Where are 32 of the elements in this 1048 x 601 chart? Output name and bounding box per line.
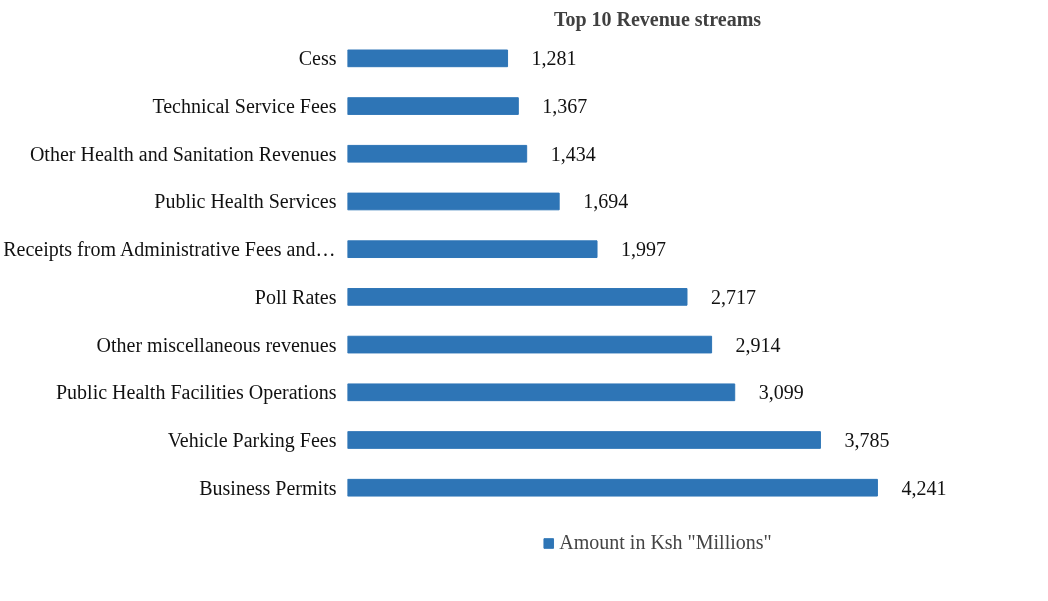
bar: [347, 49, 509, 68]
data-label: 1,694: [583, 190, 629, 213]
bar: [347, 97, 519, 115]
data-label: 1,997: [621, 238, 667, 261]
bar: [347, 335, 713, 354]
y-tick-label: Cess: [298, 47, 337, 70]
data-label: 4,241: [901, 476, 947, 499]
y-tick-label: Other Health and Sanitation Revenues: [29, 142, 337, 165]
data-label: 2,914: [735, 333, 781, 356]
bar: [347, 240, 598, 259]
data-label: 3,099: [758, 381, 804, 404]
bar: [347, 478, 878, 497]
y-tick-label: Vehicle Parking Fees: [167, 429, 337, 452]
data-label: 3,785: [844, 429, 890, 451]
data-label: 1,367: [542, 95, 588, 118]
y-tick-label: Public Health Facilities Operations: [56, 381, 337, 405]
data-label: 1,281: [531, 47, 577, 70]
bar: [347, 383, 736, 402]
bar: [347, 431, 821, 449]
y-tick-label: Poll Rates: [254, 285, 337, 308]
bar: [347, 192, 560, 211]
data-label: 1,434: [550, 142, 596, 165]
y-tick-label: Receipts from Administrative Fees and…: [3, 238, 336, 262]
legend-label: Amount in Ksh "Millions": [559, 531, 772, 554]
y-tick-label: Business Permits: [199, 476, 337, 499]
bar: [347, 144, 528, 163]
y-tick-label: Technical Service Fees: [152, 95, 337, 118]
chart-title: Top 10 Revenue streams: [553, 7, 762, 31]
y-tick-label: Other miscellaneous revenues: [96, 333, 337, 356]
data-label: 2,717: [710, 285, 756, 308]
y-tick-label: Public Health Services: [154, 190, 337, 213]
bar: [347, 288, 688, 306]
